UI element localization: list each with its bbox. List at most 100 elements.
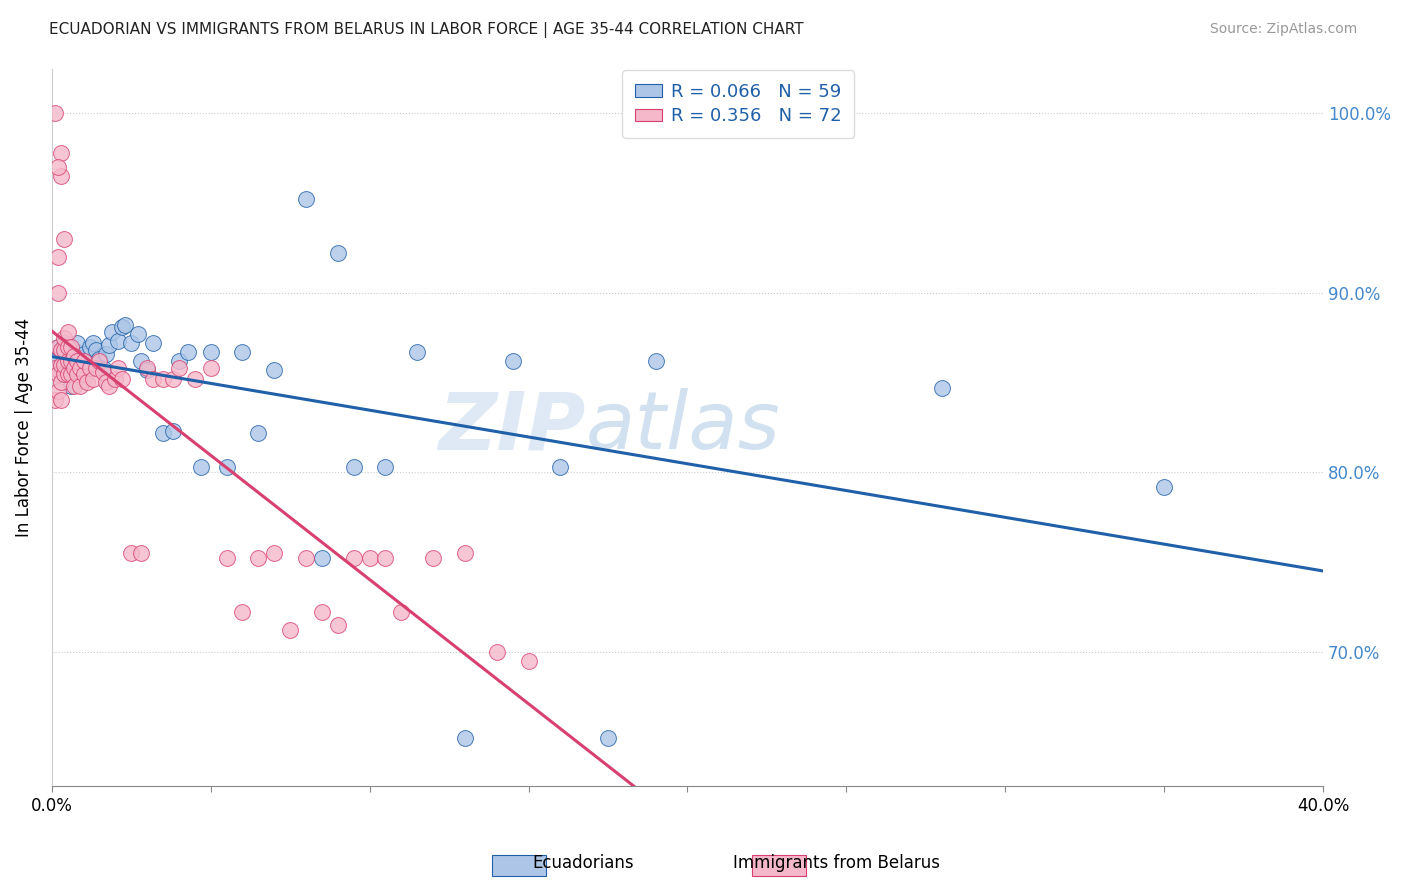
Point — [76, 376, 98, 390]
Point — [63, 361, 86, 376]
Point — [46, 384, 69, 399]
Point — [89, 354, 111, 368]
Point — [72, 347, 94, 361]
Point — [231, 345, 253, 359]
Point — [107, 361, 129, 376]
Point — [200, 361, 222, 376]
Point — [51, 358, 73, 372]
Point — [72, 367, 94, 381]
Point — [51, 393, 73, 408]
Point — [63, 361, 86, 376]
Point — [89, 352, 111, 367]
Point — [56, 352, 79, 367]
Point — [184, 372, 207, 386]
Point — [44, 354, 66, 368]
Point — [311, 551, 333, 566]
Point — [162, 372, 184, 386]
Point — [152, 425, 174, 440]
Legend: R = 0.066   N = 59, R = 0.356   N = 72: R = 0.066 N = 59, R = 0.356 N = 72 — [623, 70, 855, 138]
Point — [84, 361, 107, 376]
Point — [931, 381, 953, 395]
Point — [120, 546, 142, 560]
Point — [278, 623, 301, 637]
Point — [295, 551, 318, 566]
Point — [263, 546, 285, 560]
Point — [53, 343, 76, 358]
Point — [343, 459, 366, 474]
Point — [59, 354, 82, 368]
Point — [406, 345, 429, 359]
Point — [53, 365, 76, 379]
Point — [374, 551, 396, 566]
Point — [374, 459, 396, 474]
Point — [263, 363, 285, 377]
Point — [454, 546, 477, 560]
Text: ZIP: ZIP — [439, 388, 586, 467]
Point — [63, 354, 86, 368]
Point — [63, 379, 86, 393]
Text: atlas: atlas — [586, 388, 780, 467]
Point — [56, 367, 79, 381]
Point — [66, 354, 89, 368]
Point — [422, 551, 444, 566]
Point — [200, 345, 222, 359]
Point — [72, 354, 94, 368]
Point — [69, 361, 91, 376]
Point — [46, 361, 69, 376]
Point — [550, 459, 572, 474]
Point — [111, 372, 134, 386]
Point — [190, 459, 212, 474]
Point — [101, 325, 124, 339]
Point — [56, 325, 79, 339]
Point — [111, 319, 134, 334]
Point — [56, 354, 79, 368]
Point — [97, 379, 120, 393]
Point — [53, 336, 76, 351]
Point — [136, 361, 159, 376]
Point — [177, 345, 200, 359]
Y-axis label: In Labor Force | Age 35-44: In Labor Force | Age 35-44 — [15, 318, 32, 537]
Point — [644, 354, 666, 368]
Point — [66, 345, 89, 359]
Point — [51, 343, 73, 358]
Point — [76, 363, 98, 377]
Point — [46, 285, 69, 300]
Point — [94, 347, 117, 361]
Point — [82, 336, 104, 351]
Point — [129, 354, 152, 368]
Point — [51, 376, 73, 390]
Point — [56, 340, 79, 354]
Point — [69, 356, 91, 370]
Point — [311, 605, 333, 619]
Text: ECUADORIAN VS IMMIGRANTS FROM BELARUS IN LABOR FORCE | AGE 35-44 CORRELATION CHA: ECUADORIAN VS IMMIGRANTS FROM BELARUS IN… — [49, 22, 804, 38]
Point — [502, 354, 524, 368]
Point — [59, 379, 82, 393]
Point — [389, 605, 412, 619]
Point — [69, 379, 91, 393]
Point — [129, 546, 152, 560]
Point — [359, 551, 381, 566]
Point — [94, 376, 117, 390]
Point — [46, 367, 69, 381]
Point — [167, 361, 190, 376]
Point — [162, 424, 184, 438]
Point — [152, 372, 174, 386]
Point — [46, 160, 69, 174]
Point — [79, 361, 101, 376]
Point — [66, 367, 89, 381]
Point — [326, 617, 349, 632]
Point — [120, 336, 142, 351]
Point — [167, 354, 190, 368]
Point — [72, 372, 94, 386]
Point — [44, 393, 66, 408]
Point — [596, 731, 619, 745]
Point — [97, 338, 120, 352]
Point — [136, 363, 159, 377]
Point — [84, 343, 107, 358]
Point — [46, 340, 69, 354]
Point — [127, 326, 149, 341]
Point — [231, 605, 253, 619]
Point — [247, 425, 270, 440]
Point — [66, 336, 89, 351]
Point — [295, 193, 318, 207]
